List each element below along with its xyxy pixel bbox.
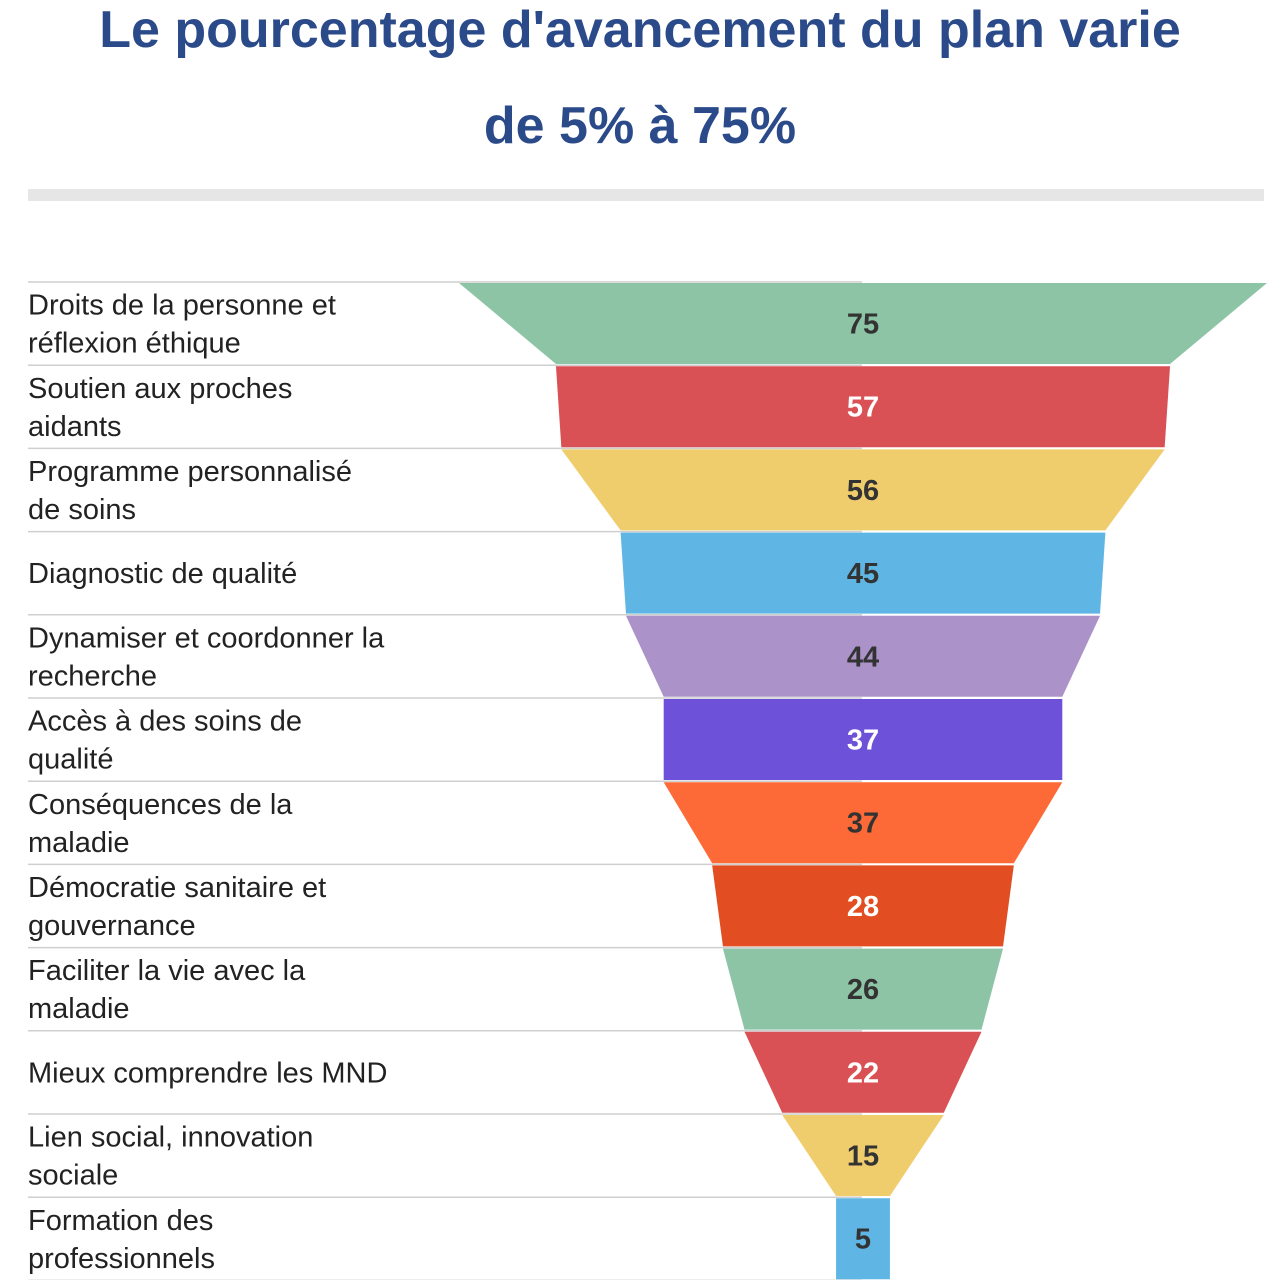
category-label: Faciliter la vie avec la [28, 955, 306, 987]
value-label: 57 [847, 392, 879, 424]
category-label: Diagnostic de qualité [28, 558, 297, 590]
funnel-segment [722, 948, 1004, 1030]
category-label: Dynamiser et coordonner la [28, 622, 385, 654]
funnel-segment [836, 1198, 890, 1280]
value-label: 75 [847, 309, 879, 341]
category-label: qualité [28, 744, 113, 776]
category-label: Mieux comprendre les MND [28, 1057, 387, 1089]
category-label: Formation des [28, 1205, 213, 1237]
funnel-segment [782, 1115, 944, 1196]
value-label: 37 [847, 808, 879, 840]
category-label: réflexion éthique [28, 328, 241, 360]
category-label: Programme personnalisé [28, 456, 352, 488]
funnel-segment [663, 699, 1063, 780]
category-label: de soins [28, 494, 136, 526]
value-label: 5 [855, 1224, 871, 1256]
title-divider [28, 189, 1264, 201]
funnel-segment [555, 366, 1171, 448]
value-label: 28 [847, 891, 879, 923]
funnel-segment [459, 283, 1267, 364]
category-label: Accès à des soins de [28, 706, 302, 738]
value-label: 22 [847, 1057, 879, 1089]
category-label: Démocratie sanitaire et [28, 872, 326, 904]
category-label: maladie [28, 993, 130, 1025]
category-label: Soutien aux proches [28, 373, 292, 405]
value-label: 15 [847, 1141, 879, 1173]
value-label: 45 [847, 558, 879, 590]
category-label: Lien social, innovation [28, 1122, 313, 1154]
funnel-segment [561, 449, 1165, 531]
category-label: professionnels [28, 1243, 215, 1275]
funnel-segment [744, 1031, 982, 1113]
funnel-segment [712, 865, 1014, 947]
value-label: 56 [847, 475, 879, 507]
chart-title-line-1: Le pourcentage d'avancement du plan vari… [99, 1, 1181, 59]
value-label: 37 [847, 725, 879, 757]
chart-title-line-2: de 5% à 75% [483, 97, 797, 155]
funnel-segment [620, 532, 1106, 614]
category-label: gouvernance [28, 910, 196, 942]
category-label: sociale [28, 1160, 118, 1192]
category-label: Conséquences de la [28, 789, 293, 821]
funnel-segment [625, 615, 1101, 697]
category-label: recherche [28, 660, 157, 692]
category-label: aidants [28, 411, 122, 443]
category-label: Droits de la personne et [28, 290, 336, 322]
funnel-segment [663, 782, 1063, 864]
value-label: 44 [847, 641, 879, 673]
value-label: 26 [847, 974, 879, 1006]
category-label: maladie [28, 827, 130, 859]
